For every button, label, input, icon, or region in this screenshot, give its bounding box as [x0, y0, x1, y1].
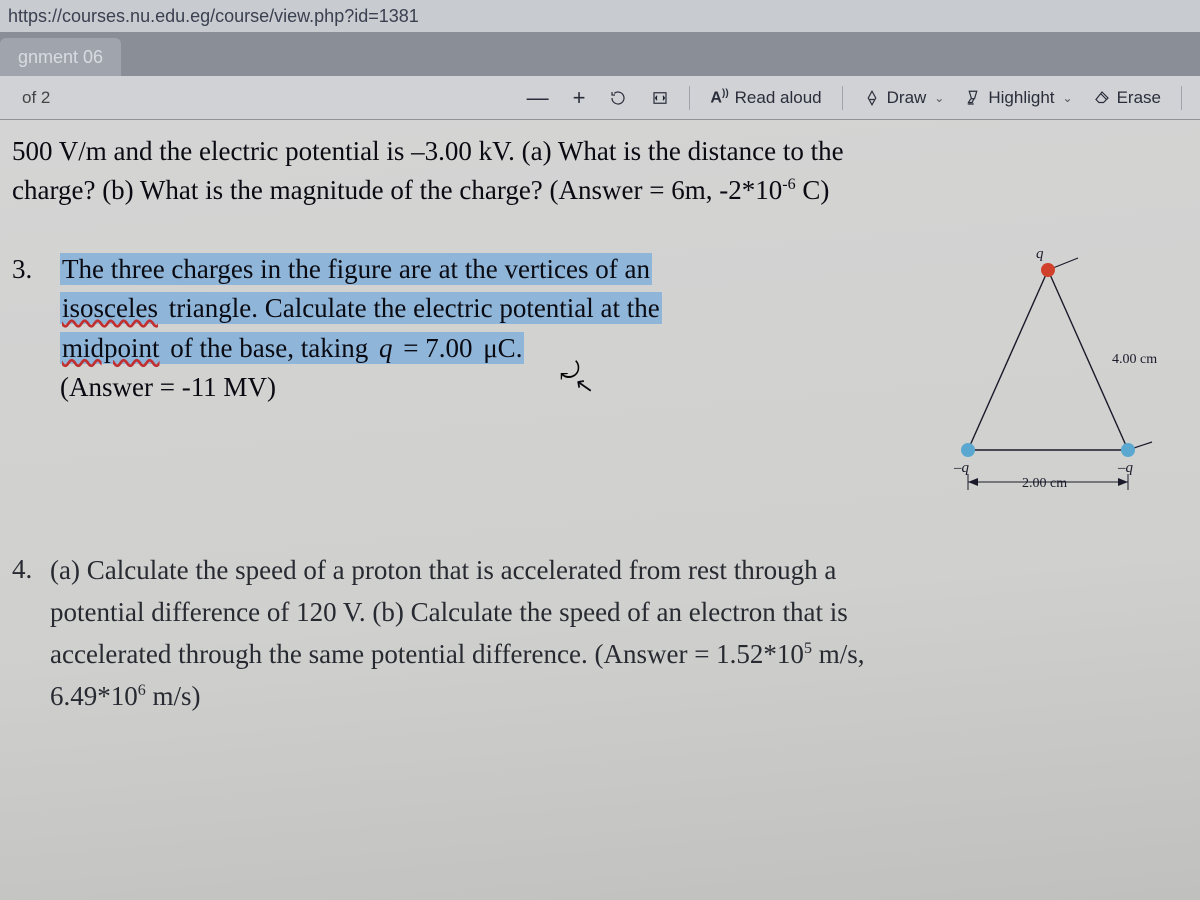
draw-label: Draw	[887, 88, 927, 108]
q4-line2: potential difference of 120 V. (b) Calcu…	[50, 592, 1188, 634]
separator	[842, 86, 843, 110]
q4-number: 4.	[12, 550, 40, 717]
zoom-in-button[interactable]: +	[563, 81, 596, 115]
zoom-group: — +	[517, 81, 680, 115]
tab-assignment[interactable]: gnment 06	[0, 38, 121, 76]
fig-br-label: –q	[1118, 458, 1133, 480]
q4-sup1: 5	[804, 640, 812, 657]
question-2-partial: 500 V/m and the electric potential is –3…	[12, 132, 1188, 210]
q4-line3a: accelerated through the same potential d…	[50, 639, 804, 669]
chevron-down-icon: ⌄	[1063, 91, 1073, 105]
tab-label: gnment 06	[18, 47, 103, 68]
q2-line2a: charge? (b) What is the magnitude of the…	[12, 175, 782, 205]
rotate-icon	[609, 89, 627, 107]
q3-text: The three charges in the figure are at t…	[60, 250, 898, 510]
q3-hl-uc: μC.	[481, 332, 524, 364]
url-text[interactable]: https://courses.nu.edu.eg/course/view.ph…	[8, 6, 419, 27]
fit-page-button[interactable]	[641, 85, 679, 111]
zoom-out-button[interactable]: —	[517, 81, 559, 115]
triangle-figure: q 4.00 cm –q –q 2.00 cm	[918, 250, 1188, 510]
read-aloud-icon: A))	[710, 88, 728, 107]
q3-number: 3.	[12, 250, 40, 510]
highlight-button[interactable]: Highlight ⌄	[954, 84, 1082, 112]
separator	[689, 86, 690, 110]
q4-line4b: m/s)	[146, 681, 201, 711]
chevron-down-icon: ⌄	[934, 91, 944, 105]
fig-bl-label: –q	[954, 458, 969, 480]
q2-line2c: C)	[796, 175, 830, 205]
draw-button[interactable]: Draw ⌄	[853, 84, 955, 112]
read-aloud-label: Read aloud	[735, 88, 822, 108]
rotate-button[interactable]	[599, 85, 637, 111]
pdf-page: 500 V/m and the electric potential is –3…	[0, 120, 1200, 900]
q3-hl-line1: The three charges in the figure are at t…	[60, 253, 652, 285]
q4-line4a: 6.49*10	[50, 681, 138, 711]
fig-side-label: 4.00 cm	[1112, 350, 1157, 370]
q2-line1b: –3.00 kV. (a) What is the distance to th…	[411, 136, 843, 166]
highlighter-icon	[964, 89, 982, 107]
q4-line1: (a) Calculate the speed of a proton that…	[50, 550, 1188, 592]
url-bar: https://courses.nu.edu.eg/course/view.ph…	[0, 0, 1200, 32]
q3-hl-line2b: triangle. Calculate the electric potenti…	[160, 292, 662, 324]
q2-line1a: 500 V/m and the electric potential is	[12, 136, 411, 166]
question-3: 3. The three charges in the figure are a…	[12, 250, 1188, 510]
q3-hl-midpoint: midpoint	[60, 332, 162, 364]
erase-label: Erase	[1117, 88, 1161, 108]
q3-hl-isosceles: isosceles	[60, 292, 160, 324]
q4-line3b: m/s,	[812, 639, 865, 669]
pen-icon	[863, 89, 881, 107]
page-indicator: of 2	[8, 88, 64, 108]
document-content: 500 V/m and the electric potential is –3…	[12, 132, 1188, 718]
highlight-label: Highlight	[988, 88, 1054, 108]
erase-button[interactable]: Erase	[1083, 84, 1171, 112]
q3-hl-line3d: = 7.00	[394, 332, 481, 364]
fit-page-icon	[651, 89, 669, 107]
q4-sup2: 6	[138, 682, 146, 699]
question-4: 4. (a) Calculate the speed of a proton t…	[12, 550, 1188, 717]
fig-bottom-label: 2.00 cm	[1022, 474, 1067, 494]
q4-text: (a) Calculate the speed of a proton that…	[50, 550, 1188, 717]
q3-answer: (Answer = -11 MV)	[60, 368, 898, 407]
q3-hl-line3b: of the base, taking	[162, 332, 377, 364]
q2-sup: -6	[782, 176, 795, 193]
read-aloud-button[interactable]: A)) Read aloud	[700, 84, 831, 112]
fig-top-label: q	[1036, 244, 1044, 266]
separator	[1181, 86, 1182, 110]
erase-icon	[1093, 89, 1111, 107]
q3-hl-q: q	[377, 332, 395, 364]
tab-strip: gnment 06	[0, 32, 1200, 76]
pdf-toolbar: of 2 — + A)) Read aloud Draw ⌄ Highlight…	[0, 76, 1200, 120]
